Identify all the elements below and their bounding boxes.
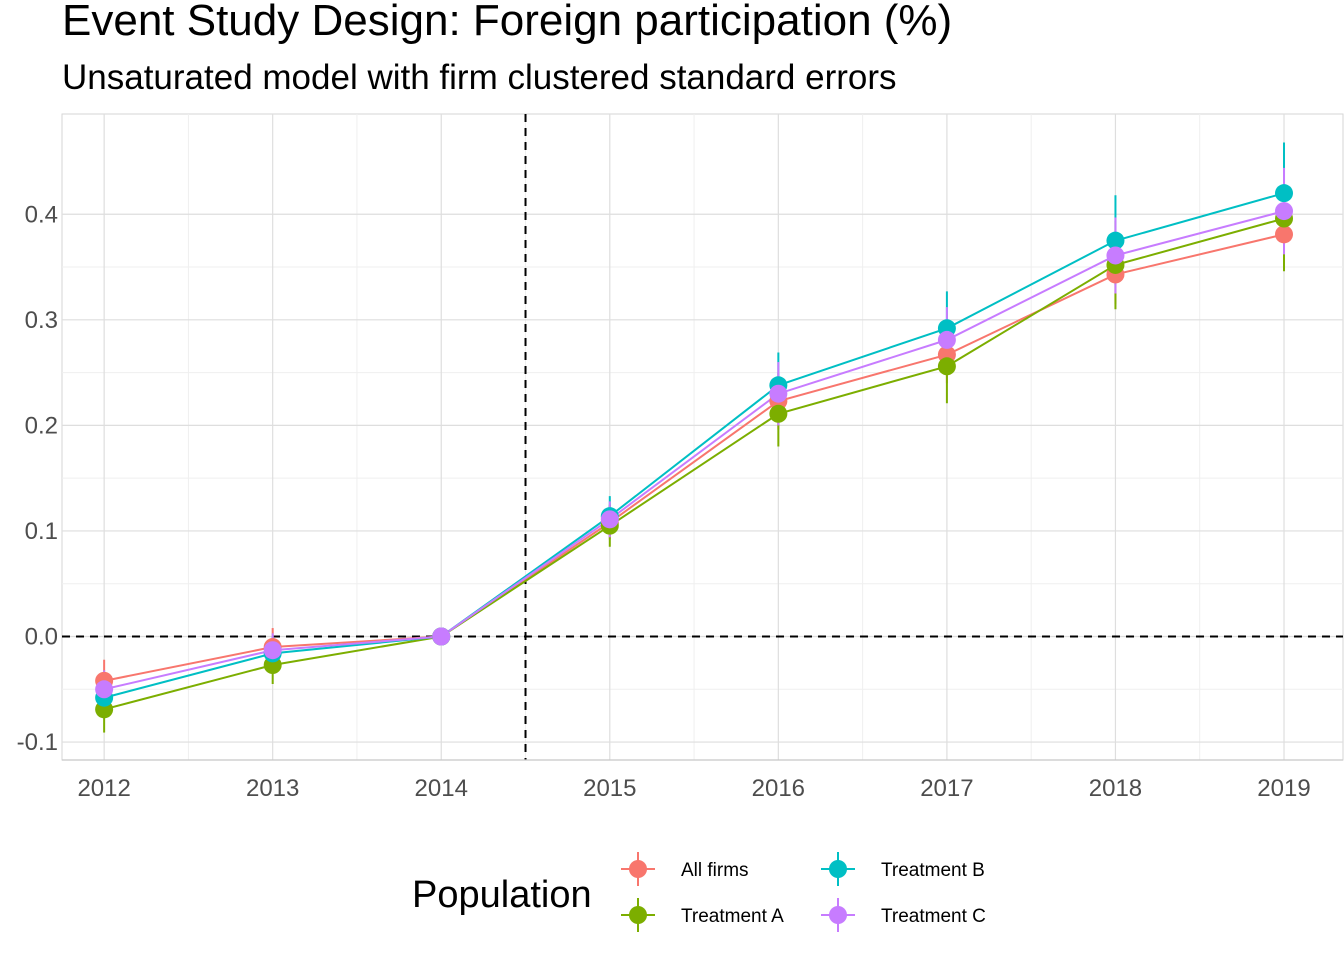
data-point <box>1106 231 1125 250</box>
x-tick-label: 2013 <box>246 775 299 802</box>
data-point <box>1275 202 1294 221</box>
x-tick-label: 2012 <box>77 775 130 802</box>
data-point <box>1275 225 1294 244</box>
data-point <box>432 627 451 646</box>
data-point <box>1106 246 1125 265</box>
legend-key-treatment-a <box>621 898 655 932</box>
x-tick-label: 2017 <box>920 775 973 802</box>
legend-key-point <box>829 860 847 878</box>
axis-labels: -0.1 0.0 0.1 0.2 0.3 0.4 2012 2013 2014 2015 2016 2… <box>17 201 1343 802</box>
chart-title: Event Study Design: Foreign participatio… <box>62 0 953 45</box>
legend-key-point <box>629 860 647 878</box>
data-point <box>769 384 788 403</box>
legend-key-all-firms <box>621 852 655 886</box>
x-tick-label: 2019 <box>1257 775 1310 802</box>
y-tick-label: 0.3 <box>25 307 58 334</box>
data-point <box>600 510 619 529</box>
data-point <box>263 641 282 660</box>
data-point <box>769 404 788 423</box>
data-point <box>95 680 114 699</box>
series-line <box>103 233 1285 682</box>
y-tick-label: 0.4 <box>25 201 58 228</box>
data-point <box>937 357 956 376</box>
data-point <box>937 330 956 349</box>
x-tick-label: 2014 <box>415 775 468 802</box>
legend-label: Treatment A <box>681 906 784 927</box>
legend-key-point <box>629 906 647 924</box>
panel-border <box>61 113 1344 761</box>
y-tick-label: 0.2 <box>25 412 58 439</box>
series-line <box>103 217 1285 711</box>
chart-subtitle: Unsaturated model with firm clustered st… <box>62 58 897 97</box>
legend-key-treatment-b <box>821 852 855 886</box>
data-point <box>1275 184 1294 203</box>
legend-label: Treatment C <box>881 906 986 927</box>
legend-label: Treatment B <box>881 860 985 881</box>
y-tick-label: -0.1 <box>17 729 58 756</box>
legend-key-treatment-c <box>821 898 855 932</box>
x-tick-label: 2018 <box>1089 775 1142 802</box>
points-treatment-c <box>95 202 1294 699</box>
series-line <box>103 210 1285 691</box>
x-tick-label: 2015 <box>583 775 636 802</box>
legend-key-point <box>829 906 847 924</box>
series-layer <box>95 142 1294 733</box>
y-tick-label: 0.1 <box>25 518 58 545</box>
y-tick-label: 0.0 <box>25 624 58 651</box>
reference-lines <box>62 114 1343 760</box>
legend-title: Population <box>412 874 592 916</box>
legend: Population All firms Treatment A Treatment … <box>412 852 986 932</box>
legend-label: All firms <box>681 860 749 881</box>
series-line <box>103 192 1285 699</box>
x-tick-label: 2016 <box>752 775 805 802</box>
grid-lines <box>61 113 1344 761</box>
